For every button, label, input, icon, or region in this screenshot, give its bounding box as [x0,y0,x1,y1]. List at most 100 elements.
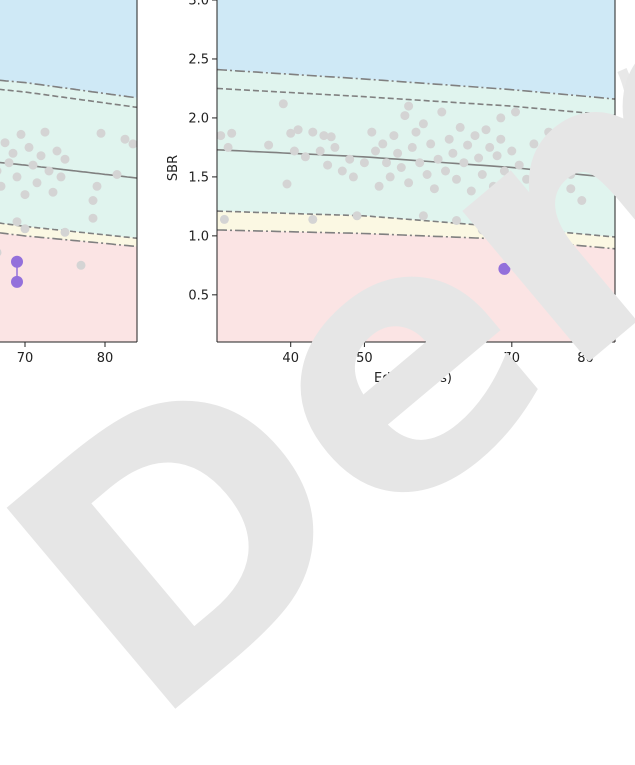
left-axes: 70 80 [0,0,138,366]
x-tick-label: 70 [504,351,521,366]
right-highlight-layer [498,262,511,275]
right-curve-layer [217,68,615,250]
data-point [551,166,561,176]
band-low [0,232,137,342]
data-point [52,146,62,156]
data-point [507,146,517,156]
data-point [12,172,22,182]
data-point [581,160,590,170]
data-point [367,127,377,137]
data-point [88,213,98,223]
data-point [0,181,6,191]
data-point [599,121,609,131]
data-point [36,151,46,161]
data-point [407,142,417,152]
outer-lower-line [0,232,137,248]
data-point [566,184,576,194]
data-point [16,129,26,139]
data-point [345,154,355,164]
data-point [459,158,469,168]
data-point [525,219,535,229]
x-tick-label: 70 [17,351,34,366]
data-point [514,231,524,241]
data-point [128,139,137,149]
data-point [540,201,550,211]
data-point [411,127,421,137]
data-point [393,148,403,158]
data-point [485,217,495,227]
data-point [300,152,310,162]
data-point [400,111,410,121]
data-point [474,153,484,163]
data-point [348,172,358,182]
data-point [418,211,428,221]
data-point [352,211,362,221]
inner-lower-line [217,210,615,238]
data-point [40,127,50,137]
data-point [444,134,454,144]
y-tick-label: 3.0 [188,0,209,9]
data-point [48,187,58,197]
data-point [514,160,524,170]
outer-upper-line [0,79,137,99]
band-very-high [217,0,615,100]
data-point [264,140,274,150]
data-point [496,134,506,144]
data-point [293,125,303,135]
band-very-high [0,0,137,98]
y-tick-label: 1.0 [188,229,209,244]
data-point [278,99,288,109]
y-tick-label: 2.5 [188,52,209,67]
data-point [610,152,615,162]
data-point [44,166,54,176]
highlight-point [11,255,23,268]
data-point [337,166,347,176]
data-point [32,178,42,188]
data-point [323,160,333,170]
data-point [60,154,70,164]
data-point [441,166,450,176]
highlight-point [498,262,511,275]
data-point [499,224,509,234]
data-point [492,151,502,161]
data-point [404,101,414,111]
data-point [536,158,546,168]
data-point [308,127,318,137]
data-point [20,224,30,234]
data-point [422,170,432,179]
data-point [496,113,506,123]
data-point [603,163,613,172]
left-band-layer [0,0,137,342]
data-point [463,140,473,150]
data-point [374,181,384,191]
data-point [448,148,458,158]
x-tick-label: 80 [577,351,594,366]
data-point [289,146,299,156]
right-axes: 40 50 60 70 80 0.5 1.0 1.5 2.0 2.5 3.0 [188,0,616,366]
data-point [499,166,509,176]
data-point [378,139,388,149]
band-low [217,230,615,342]
left-curve-layer [0,79,137,248]
data-point [455,122,465,132]
data-point [588,122,598,132]
data-point [219,214,229,224]
data-point [433,154,443,164]
data-point [452,174,461,184]
inner-upper-line [217,87,615,117]
data-point [120,134,130,144]
y-axis-label: SBR [166,155,181,181]
data-point [595,148,605,158]
data-point [96,128,106,138]
outer-upper-line [217,68,615,100]
data-point [217,131,226,141]
data-point [477,225,487,235]
data-point [573,134,583,144]
data-point [60,227,70,237]
data-point [0,249,2,256]
data-point [223,142,233,152]
center-line [0,161,137,179]
data-point [20,190,30,200]
data-point [503,190,513,200]
